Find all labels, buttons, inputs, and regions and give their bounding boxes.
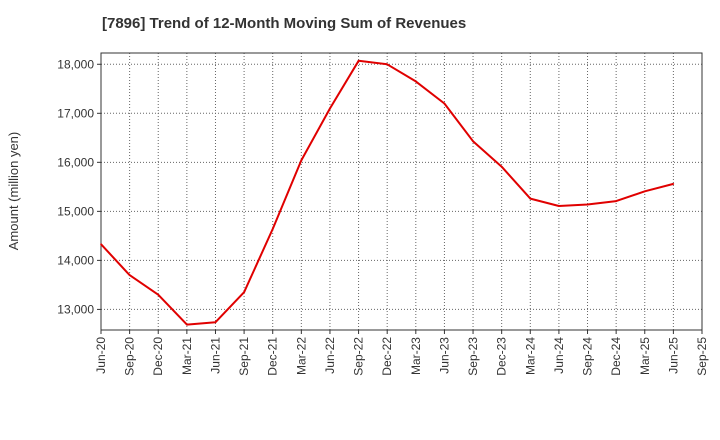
y-axis-ticks: 13,000 14,000 15,000 16,000 17,000 18,000 — [57, 57, 101, 316]
data-point — [443, 102, 446, 105]
data-point — [271, 228, 274, 230]
data-point — [615, 200, 617, 202]
data-point — [500, 165, 503, 168]
data-point — [186, 323, 188, 326]
series-layer — [100, 59, 675, 326]
x-tick-label: Dec-24 — [609, 337, 623, 376]
x-tick-label: Sep-21 — [237, 337, 251, 376]
x-tick-label: Dec-20 — [151, 337, 165, 376]
x-tick-label: Dec-23 — [495, 337, 509, 376]
x-tick-label: Sep-22 — [352, 337, 366, 376]
x-tick-label: Sep-20 — [123, 337, 137, 376]
data-point — [586, 203, 589, 206]
y-tick-label: 15,000 — [57, 204, 94, 218]
data-point — [100, 243, 102, 246]
plot-area — [100, 52, 703, 331]
data-point — [558, 205, 560, 207]
series-line — [100, 59, 674, 326]
data-point — [386, 63, 388, 66]
y-tick-label: 17,000 — [57, 106, 94, 120]
y-tick-label: 13,000 — [57, 302, 94, 316]
data-point — [157, 293, 160, 296]
x-tick-label: Mar-21 — [180, 337, 194, 375]
y-tick-label: 14,000 — [57, 253, 94, 267]
x-tick-label: Dec-21 — [266, 337, 280, 376]
x-tick-label: Sep-23 — [466, 337, 480, 376]
x-tick-label: Jun-25 — [666, 337, 680, 374]
data-point — [243, 291, 245, 294]
data-point — [643, 190, 646, 193]
x-tick-label: Mar-25 — [638, 337, 652, 375]
data-point — [214, 321, 217, 323]
x-tick-label: Jun-21 — [208, 337, 222, 374]
chart-title: [7896] Trend of 12-Month Moving Sum of R… — [102, 15, 467, 32]
x-tick-label: Sep-25 — [695, 337, 709, 376]
grid-lines — [101, 53, 702, 330]
x-tick-label: Mar-23 — [409, 337, 423, 375]
data-point — [672, 183, 675, 185]
y-tick-label: 16,000 — [57, 155, 94, 169]
data-point — [329, 107, 331, 110]
data-point — [415, 80, 417, 83]
x-axis-ticks: Jun-20 Sep-20 Dec-20 Mar-21 Jun-21 Sep-21 Dec-… — [94, 330, 709, 376]
x-tick-label: Jun-23 — [437, 337, 451, 374]
data-point — [529, 197, 532, 200]
x-tick-label: Sep-24 — [581, 337, 595, 376]
y-tick-label: 18,000 — [57, 57, 94, 71]
data-point — [300, 159, 303, 162]
x-tick-label: Dec-22 — [380, 337, 394, 376]
data-point — [128, 274, 131, 276]
data-point — [472, 140, 474, 143]
x-tick-label: Jun-24 — [552, 337, 566, 374]
x-tick-label: Jun-20 — [94, 337, 108, 374]
data-point — [357, 60, 360, 62]
x-tick-label: Mar-24 — [523, 337, 537, 375]
y-axis-title: Amount (million yen) — [6, 132, 21, 251]
x-tick-label: Mar-22 — [294, 337, 308, 375]
x-tick-label: Jun-22 — [323, 337, 337, 374]
